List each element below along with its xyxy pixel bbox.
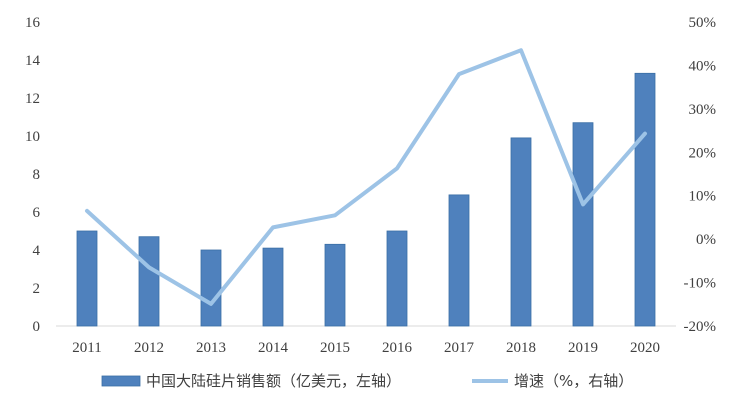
- bar: [572, 122, 594, 327]
- bar-series: [76, 72, 656, 327]
- left-tick-label: 0: [33, 319, 41, 335]
- legend: 中国大陆硅片销售额（亿美元，左轴） 增速（%，右轴）: [101, 372, 633, 390]
- bar: [324, 243, 346, 327]
- left-tick-label: 2: [33, 281, 41, 297]
- bar: [200, 249, 222, 327]
- right-tick-label: 10%: [689, 189, 717, 205]
- bar: [510, 137, 532, 327]
- legend-bar-label: 中国大陆硅片销售额（亿美元，左轴）: [146, 372, 401, 390]
- x-tick-label: 2017: [444, 340, 475, 356]
- x-tick-label: 2016: [382, 340, 413, 356]
- line-series: [85, 48, 647, 306]
- left-tick-label: 12: [25, 91, 40, 107]
- left-tick-label: 6: [33, 205, 41, 221]
- right-tick-label: 50%: [689, 15, 717, 31]
- right-tick-label: -10%: [684, 276, 717, 292]
- x-axis: 2011 2012 2013 2014 2015 2016 2017 2018 2019 2020: [72, 340, 660, 356]
- left-axis: 0 2 4 6 8 10 12 14 16: [25, 15, 41, 335]
- x-tick-label: 2013: [196, 340, 226, 356]
- left-tick-label: 4: [33, 243, 41, 259]
- right-tick-label: -20%: [684, 319, 717, 335]
- x-tick-label: 2019: [568, 340, 598, 356]
- right-axis: -20% -10% 0% 10% 20% 30% 40% 50%: [684, 15, 717, 335]
- left-tick-label: 14: [25, 53, 41, 69]
- right-tick-label: 20%: [689, 145, 717, 161]
- growth-line: [85, 48, 647, 306]
- bar: [448, 194, 470, 327]
- bar: [262, 247, 284, 327]
- x-tick-label: 2012: [134, 340, 164, 356]
- right-tick-label: 30%: [689, 102, 717, 118]
- right-tick-label: 0%: [696, 232, 716, 248]
- x-tick-label: 2011: [72, 340, 101, 356]
- x-tick-label: 2014: [258, 340, 289, 356]
- left-tick-label: 10: [25, 129, 40, 145]
- x-tick-label: 2015: [320, 340, 350, 356]
- x-tick-label: 2020: [630, 340, 660, 356]
- bar: [138, 236, 160, 327]
- bar: [76, 230, 98, 327]
- left-tick-label: 8: [33, 167, 41, 183]
- x-tick-label: 2018: [506, 340, 536, 356]
- legend-line-label: 增速（%，右轴）: [514, 372, 633, 390]
- bar: [386, 230, 408, 327]
- bar: [634, 72, 656, 327]
- legend-bar-swatch: [101, 375, 141, 387]
- right-tick-label: 40%: [689, 58, 717, 74]
- left-tick-label: 16: [25, 15, 41, 31]
